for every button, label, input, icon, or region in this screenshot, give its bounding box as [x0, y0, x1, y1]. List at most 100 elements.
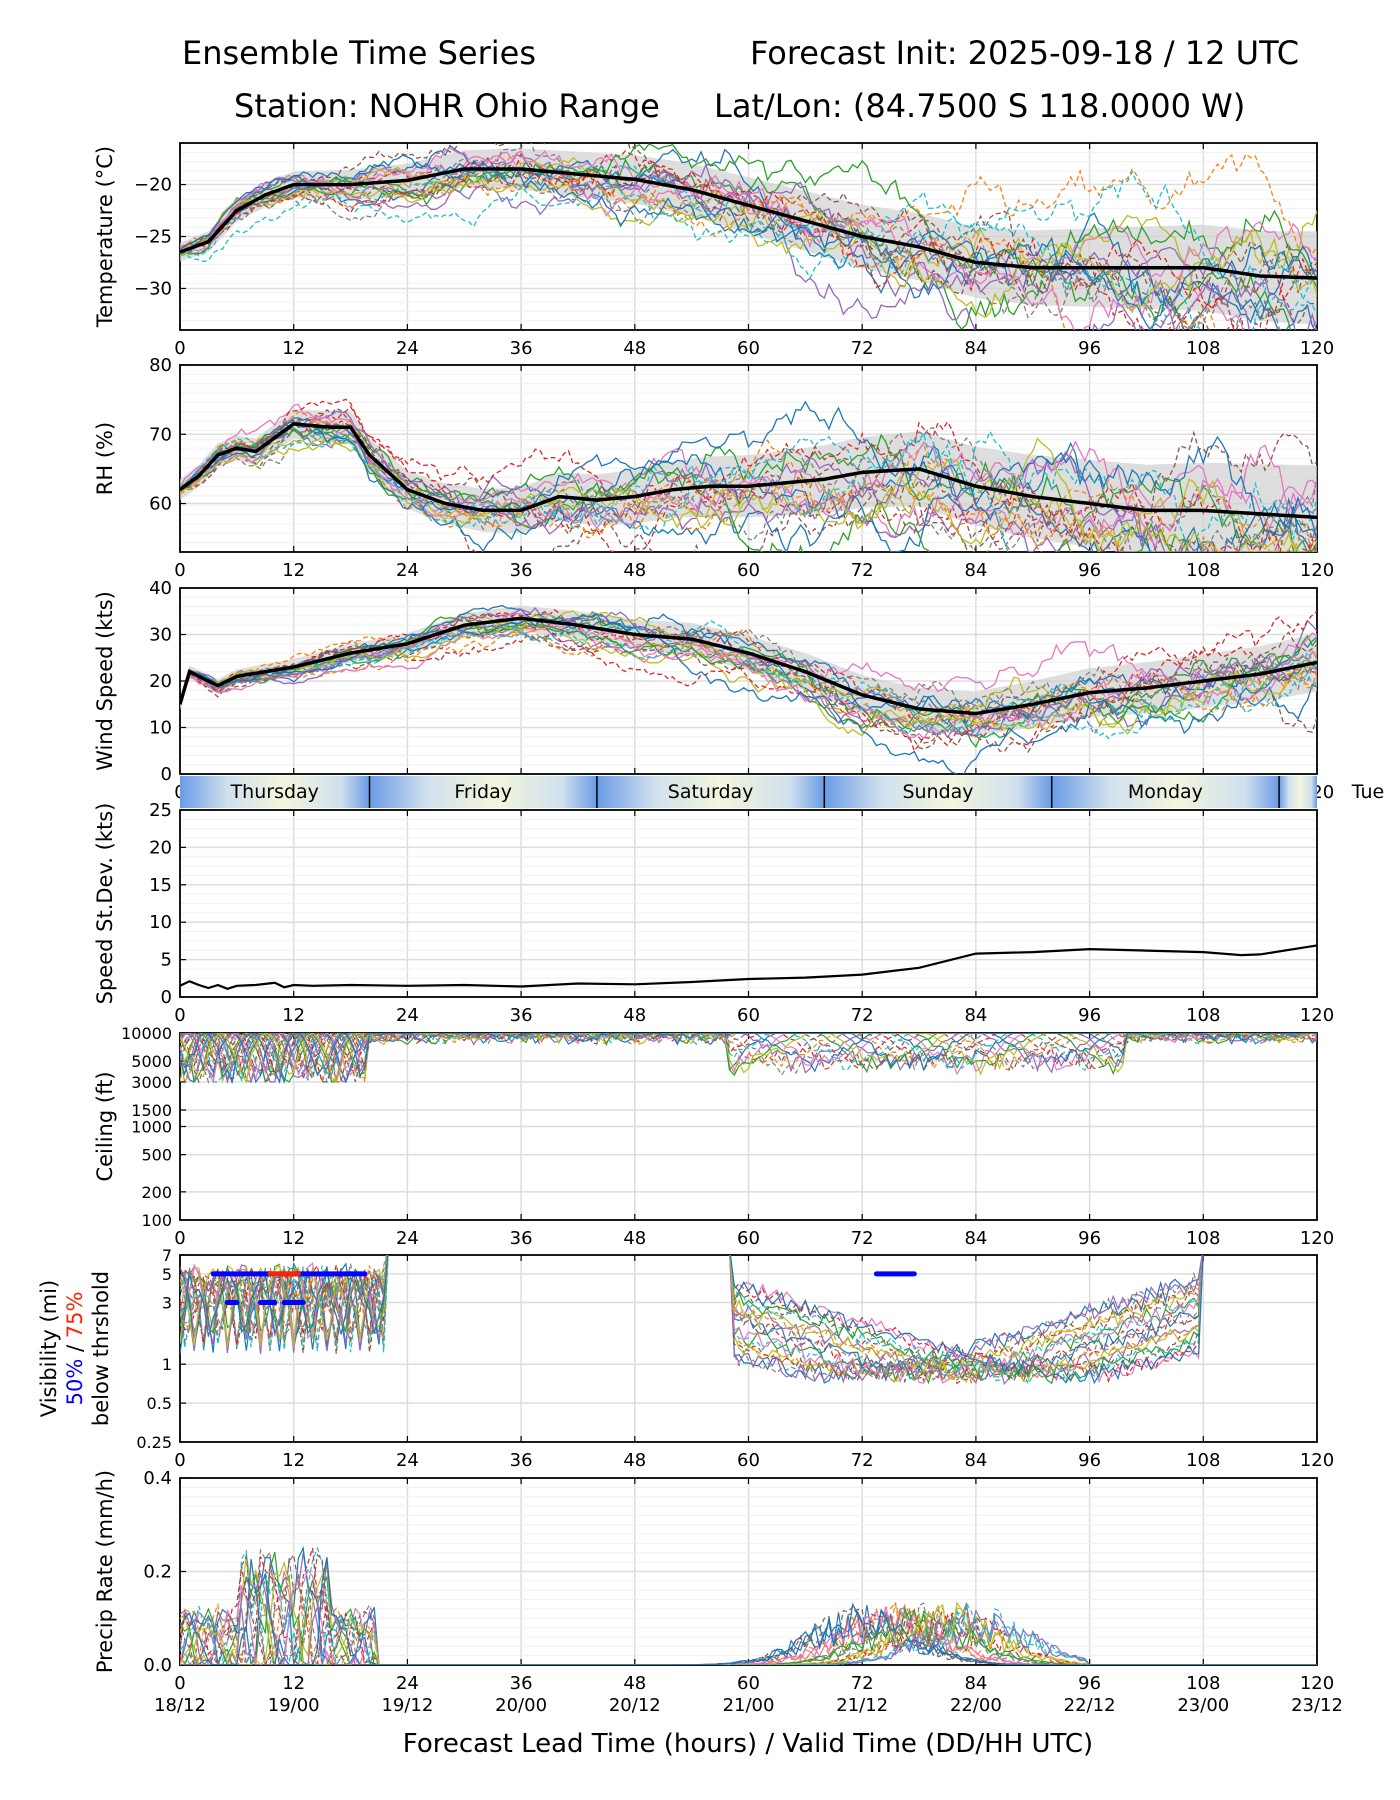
wind-data	[180, 604, 1317, 774]
temp-ylabel: Temperature (°C)	[93, 146, 117, 328]
valid-time-label: 23/12	[1291, 1695, 1343, 1716]
y-tick-label: 5000	[131, 1052, 172, 1071]
x-tick-label: 120	[1300, 1228, 1334, 1249]
station-name: Station: NOHR Ohio Range	[234, 87, 660, 125]
vis-ylabel-pct: 50% / 75%	[63, 1292, 87, 1406]
x-tick-label: 0	[174, 1673, 185, 1694]
rh-member-line	[180, 420, 1317, 552]
x-tick-label: 60	[737, 1673, 760, 1694]
precip-ylabel: Precip Rate (mm/h)	[93, 1470, 117, 1673]
wind-ylabel: Wind Speed (kts)	[93, 591, 117, 771]
y-tick-label: 5	[162, 1265, 172, 1284]
precip-member-line	[180, 1568, 1317, 1665]
ceil-member-line	[180, 1033, 1317, 1084]
y-tick-label: 200	[141, 1183, 172, 1202]
vis-member-line	[180, 1255, 1204, 1386]
valid-time-label: 21/00	[723, 1695, 775, 1716]
x-tick-label: 12	[282, 1005, 305, 1026]
valid-time-label: 22/12	[1064, 1695, 1116, 1716]
day-label: Friday	[454, 781, 512, 803]
y-tick-label: 5	[161, 950, 172, 971]
x-tick-label: 12	[282, 1673, 305, 1694]
day-label: Thursday	[230, 781, 319, 803]
x-tick-label: 24	[396, 338, 419, 359]
y-tick-label: 80	[149, 355, 172, 376]
rh-member-line	[180, 417, 1317, 552]
vis-member-line	[180, 1255, 1204, 1383]
valid-time-label: 19/00	[268, 1695, 320, 1716]
valid-time-label: 18/12	[154, 1695, 206, 1716]
temp-member-line	[180, 144, 1317, 330]
y-tick-label: 30	[149, 625, 172, 646]
day-label: Tue	[1351, 781, 1384, 803]
x-tick-label: 96	[1078, 1450, 1101, 1471]
x-tick-label: 96	[1078, 1673, 1101, 1694]
x-tick-label: 36	[510, 338, 533, 359]
day-cell	[369, 776, 597, 808]
x-tick-label: 72	[851, 338, 874, 359]
x-tick-label: 24	[396, 560, 419, 581]
y-tick-label: 70	[149, 424, 172, 445]
valid-time-label: 23/00	[1177, 1695, 1229, 1716]
x-tick-label: 0	[174, 560, 185, 581]
day-cell	[180, 776, 370, 808]
precip-member-line	[180, 1556, 1317, 1665]
x-tick-label: 72	[851, 1005, 874, 1026]
wind-member-line	[180, 629, 1317, 736]
x-tick-label: 60	[737, 560, 760, 581]
precip-member-line	[180, 1560, 1317, 1665]
x-tick-label: 48	[623, 1005, 646, 1026]
valid-time-label: 20/00	[495, 1695, 547, 1716]
y-tick-label: 1500	[131, 1101, 172, 1120]
rh-panel: 60 70 80 0 12 24 36 48 60 72 84 96 108 120 RH (%)	[93, 355, 1334, 581]
x-tick-label: 24	[396, 1228, 419, 1249]
wind-member-line	[180, 615, 1317, 731]
day-label: Saturday	[668, 781, 754, 803]
x-tick-label: 84	[964, 1450, 987, 1471]
vis-member-line	[180, 1255, 1204, 1381]
panel-frame	[179, 809, 1318, 998]
vis-member-line	[180, 1255, 1204, 1386]
y-tick-label: 0.5	[147, 1394, 172, 1413]
precip-data	[180, 1545, 1317, 1665]
y-tick-label: 20	[149, 837, 172, 858]
x-tick-label: 108	[1186, 1673, 1220, 1694]
rh-member-line	[180, 400, 1317, 541]
x-tick-label: 120	[1300, 1673, 1334, 1694]
ceil-member-line	[180, 1033, 1317, 1084]
rh-member-line	[180, 419, 1283, 552]
temp-member-line	[180, 154, 1317, 330]
y-tick-label: 3	[162, 1294, 172, 1313]
x-tick-label: 120	[1300, 338, 1334, 359]
day-cell	[824, 776, 1052, 808]
vis-member-line	[180, 1255, 1204, 1384]
y-tick-label: 0	[161, 764, 172, 785]
day-label: Monday	[1128, 781, 1203, 803]
vis-member-line	[180, 1255, 1204, 1385]
wind-ensemble-mean	[180, 616, 1317, 716]
x-axis-label: Forecast Lead Time (hours) / Valid Time …	[403, 1729, 1093, 1759]
ceil-member-line	[180, 1033, 1317, 1084]
y-tick-label: 0.2	[143, 1562, 172, 1583]
x-tick-label: 60	[737, 338, 760, 359]
rh-member-line	[180, 398, 1317, 552]
ceil-member-line	[180, 1033, 1317, 1083]
x-tick-label: 36	[510, 1228, 533, 1249]
x-tick-label: 72	[851, 1673, 874, 1694]
wind-panel: 01020304001224364860728496108120Wind Spe…	[93, 578, 1334, 803]
y-tick-label: 7	[162, 1246, 172, 1265]
temp-member-line	[180, 154, 1250, 330]
x-tick-label: 84	[964, 1228, 987, 1249]
y-tick-label: 0.4	[143, 1468, 172, 1489]
y-tick-label: −20	[134, 175, 172, 196]
precip-member-line	[180, 1557, 1317, 1665]
vis-ylabel: Visibility (mi)	[37, 1280, 61, 1417]
day-cell	[596, 776, 825, 808]
precip-member-line	[180, 1546, 1317, 1665]
y-tick-label: −30	[134, 278, 172, 299]
y-tick-label: 20	[149, 671, 172, 692]
x-tick-label: 0	[174, 338, 185, 359]
temp-member-line	[180, 164, 1317, 309]
